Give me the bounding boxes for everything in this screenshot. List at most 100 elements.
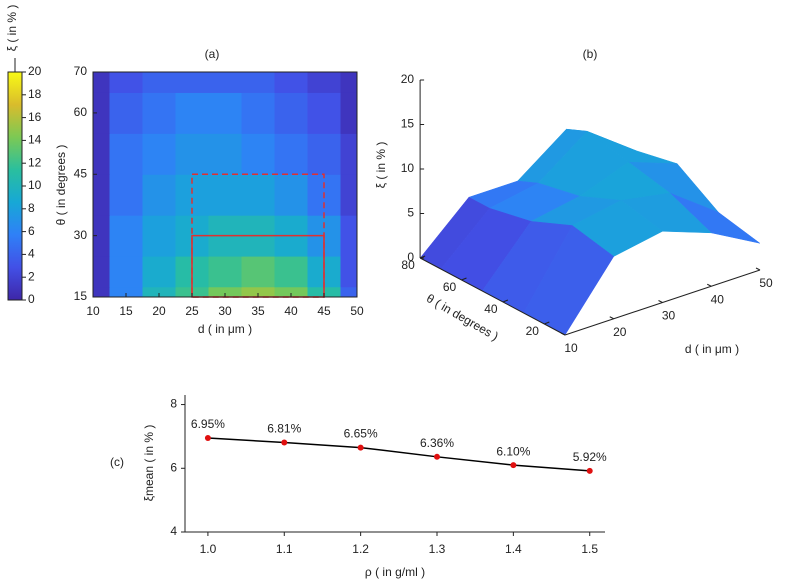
cell [175, 72, 209, 93]
y-axis-label: ξmean ( in % ) [142, 425, 156, 502]
point [357, 444, 364, 451]
cell [109, 72, 143, 93]
z-tick-label: 15 [401, 117, 415, 131]
x-tick-label: 10 [564, 341, 578, 355]
y-tick-label: 40 [484, 302, 498, 316]
point [586, 467, 593, 474]
cell [241, 92, 275, 134]
value-label: 6.10% [496, 444, 530, 458]
cell [142, 72, 176, 93]
cell [93, 286, 110, 298]
cell [241, 286, 275, 298]
x-tick [609, 316, 614, 320]
cell [241, 72, 275, 93]
value-label: 6.81% [267, 422, 301, 436]
colorbar-tick-label: 8 [28, 201, 35, 215]
x-tick-label: 25 [185, 304, 199, 318]
cell [208, 72, 242, 93]
cell [274, 92, 308, 134]
y-axis-label: θ ( in degrees ) [424, 291, 501, 343]
x-axis-label: d ( in μm ) [198, 322, 252, 336]
x-tick-label: 10 [86, 304, 100, 318]
cell [208, 92, 242, 134]
y-tick [502, 299, 509, 303]
cell [142, 133, 176, 175]
cell [274, 133, 308, 175]
y-tick-label: 6 [170, 460, 177, 474]
y-tick-label: 30 [74, 228, 88, 242]
x-tick-label: 40 [711, 292, 725, 306]
x-tick-label: 30 [218, 304, 232, 318]
y-tick-label: 60 [74, 105, 88, 119]
x-tick [658, 300, 663, 303]
axes [184, 395, 605, 533]
cell [93, 174, 110, 216]
y-tick-label: 80 [401, 258, 415, 272]
cell [307, 133, 341, 175]
point [434, 453, 440, 460]
colorbar-tick-label: 2 [28, 269, 35, 283]
x-tick-label: 1.1 [276, 542, 293, 556]
cell [340, 256, 358, 288]
panel-label: (c) [110, 455, 124, 469]
value-label: 6.65% [344, 427, 378, 441]
cell [109, 286, 143, 298]
y-tick-label: 8 [170, 397, 177, 411]
x-tick-label: 15 [119, 304, 133, 318]
x-tick [755, 267, 761, 271]
panel-label: (b) [583, 47, 598, 61]
line [207, 437, 590, 472]
y-tick-label: 70 [74, 64, 88, 78]
cell [274, 286, 308, 298]
z-tick-label: 0 [407, 250, 414, 264]
x-tick-label: 1.5 [581, 542, 598, 556]
cell [109, 256, 143, 288]
cell [241, 256, 275, 288]
y-tick [461, 277, 467, 281]
point [281, 439, 288, 446]
z-tick-label: 20 [401, 72, 415, 86]
cell [340, 92, 358, 134]
x-tick-label: 1.0 [200, 542, 217, 556]
x-tick [707, 283, 712, 287]
y-tick [544, 321, 550, 325]
cell [340, 215, 358, 257]
z-tick-label: 5 [407, 206, 414, 220]
cell [142, 215, 176, 257]
cell [142, 92, 176, 134]
x-tick-label: 20 [152, 304, 166, 318]
cell [109, 215, 143, 257]
y-axis [419, 257, 566, 336]
panel-label: (a) [205, 47, 220, 61]
z-axis-label: ξ ( in % ) [374, 142, 388, 189]
x-tick-label: 50 [350, 304, 364, 318]
value-label: 6.95% [191, 417, 225, 431]
y-tick-label: 15 [74, 289, 88, 303]
cell [109, 92, 143, 134]
colorbar-tick-label: 4 [28, 247, 35, 261]
y-tick-label: 20 [526, 324, 540, 338]
x-tick-label: 1.4 [505, 542, 522, 556]
cell [307, 92, 341, 134]
y-tick-label: 45 [74, 166, 88, 180]
z-tick-label: 10 [401, 161, 415, 175]
x-tick [560, 332, 566, 336]
cell [93, 256, 110, 288]
colorbar-tick-label: 10 [28, 178, 42, 192]
cell [340, 133, 358, 175]
colorbar-tick-label: 20 [28, 64, 42, 78]
cell [208, 133, 242, 175]
cell [274, 72, 308, 93]
x-tick-label: 35 [251, 304, 265, 318]
colorbar-label: ξ ( in % ) [5, 5, 19, 52]
colorbar-tick-label: 12 [28, 155, 42, 169]
cell [109, 174, 143, 216]
cell [175, 133, 209, 175]
x-tick-label: 40 [284, 304, 298, 318]
cell [93, 215, 110, 257]
cell [208, 256, 242, 288]
cell [93, 72, 110, 93]
x-tick-label: 1.3 [429, 542, 446, 556]
colorbar-tick-label: 16 [28, 110, 42, 124]
